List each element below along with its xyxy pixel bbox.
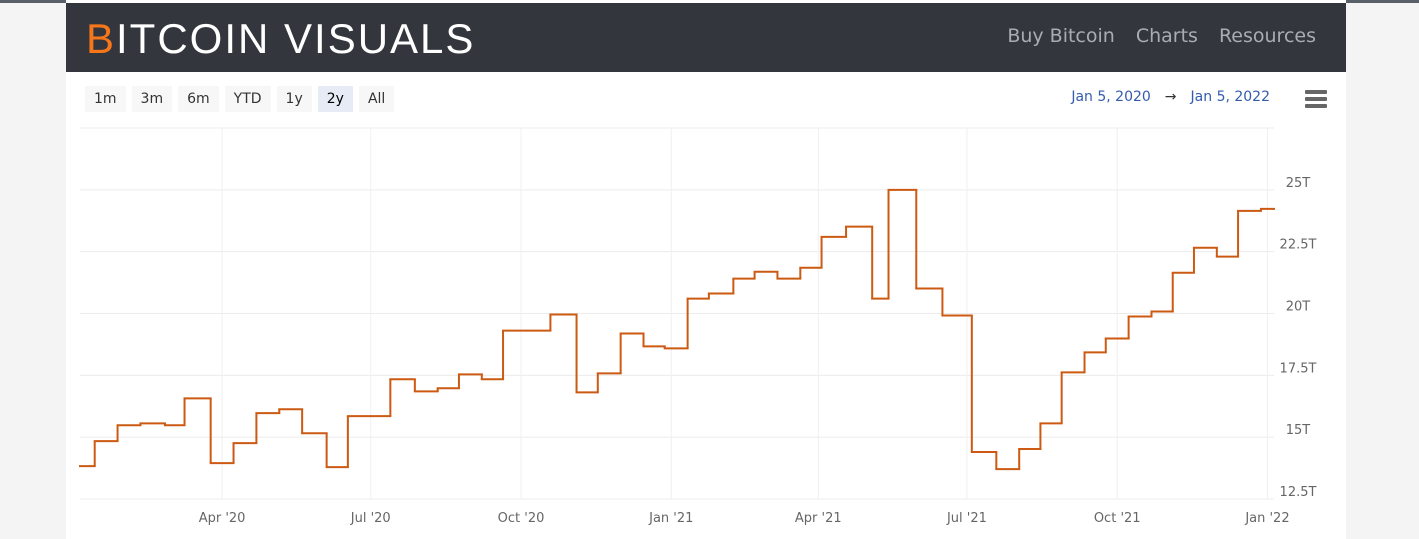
chart: 12.5T 15T 17.5T 20T 22.5T 25T Apr '20 Jul '20 Oc… xyxy=(79,127,1317,526)
x-tick-label: Oct '20 xyxy=(498,511,545,526)
x-tick-label: Jan '21 xyxy=(648,511,693,526)
range-button[interactable]: 1y xyxy=(276,86,312,112)
range-button[interactable]: All xyxy=(358,86,395,112)
y-tick-label: 25T xyxy=(1286,176,1311,191)
nav-link[interactable]: Charts xyxy=(1135,25,1198,47)
header: BITCOIN VISUALS Buy Bitcoin Charts Resourc… xyxy=(66,3,1346,72)
menu-button[interactable] xyxy=(1305,90,1327,108)
y-tick-label: 17.5T xyxy=(1280,361,1317,376)
range-selector: 1m 3m 6m YTD 1y 2y All xyxy=(85,86,395,112)
range-button[interactable]: 1m xyxy=(85,86,126,112)
x-tick-label: Jul '21 xyxy=(946,511,987,526)
date-to[interactable]: Jan 5, 2022 xyxy=(1190,89,1270,105)
date-arrow: → xyxy=(1164,89,1177,105)
x-tick-label: Apr '21 xyxy=(795,511,842,526)
y-tick-label: 22.5T xyxy=(1280,238,1317,253)
range-button[interactable]: YTD xyxy=(224,86,271,112)
nav: Buy Bitcoin Charts Resources xyxy=(1007,25,1316,47)
date-from[interactable]: Jan 5, 2020 xyxy=(1071,89,1151,105)
nav-link[interactable]: Buy Bitcoin xyxy=(1007,25,1115,47)
x-tick-label: Jan '22 xyxy=(1244,511,1289,526)
nav-link[interactable]: Resources xyxy=(1218,25,1316,47)
x-tick-label: Jul '20 xyxy=(350,511,391,526)
range-button[interactable]: 6m xyxy=(178,86,219,112)
date-range: Jan 5, 2020 → Jan 5, 2022 xyxy=(1071,89,1270,105)
y-tick-label: 15T xyxy=(1286,423,1311,438)
logo-text: ITCOIN VISUALS xyxy=(116,15,476,62)
x-tick-label: Apr '20 xyxy=(199,511,246,526)
range-button[interactable]: 3m xyxy=(131,86,173,112)
y-tick-label: 12.5T xyxy=(1280,485,1317,500)
logo[interactable]: BITCOIN VISUALS xyxy=(86,15,475,63)
y-tick-label: 20T xyxy=(1286,300,1311,315)
logo-initial: B xyxy=(86,15,117,62)
x-tick-label: Oct '21 xyxy=(1094,511,1141,526)
content-panel: BITCOIN VISUALS Buy Bitcoin Charts Resourc… xyxy=(66,0,1346,539)
range-button[interactable]: 2y xyxy=(317,86,353,112)
